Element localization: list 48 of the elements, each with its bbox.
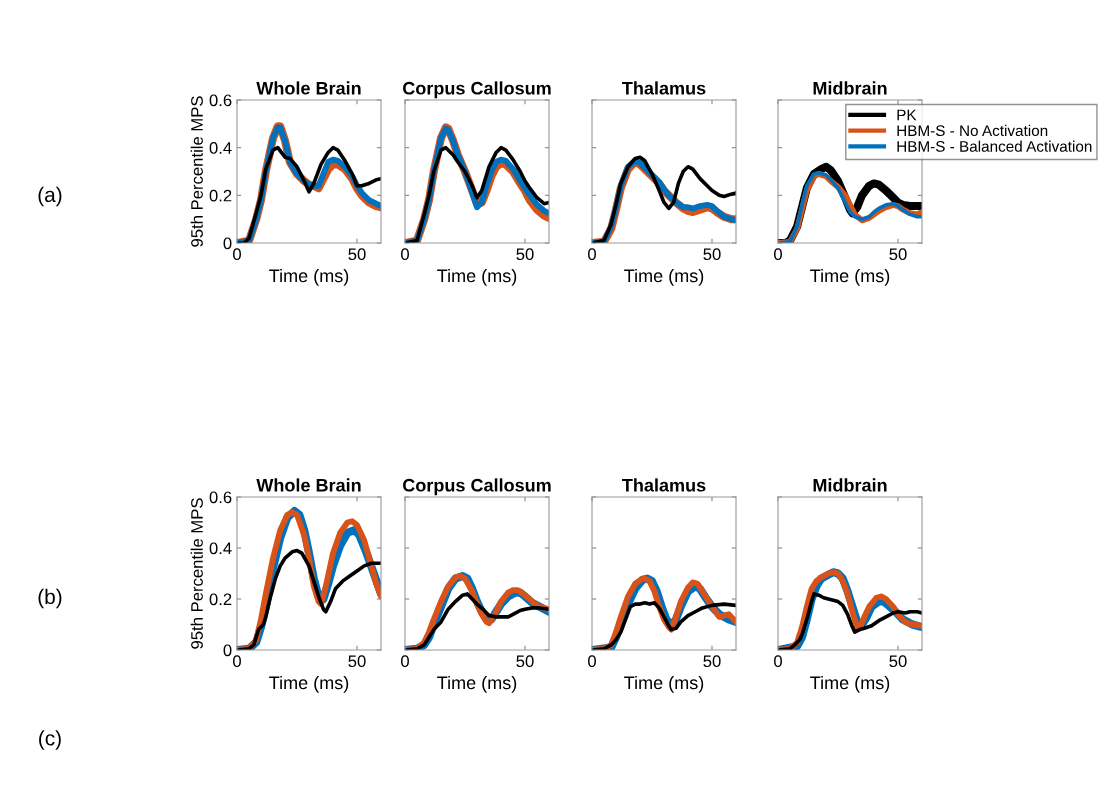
- x-axis-title: Time (ms): [810, 675, 890, 693]
- y-tick-label: 0: [223, 644, 232, 657]
- y-tick-label: 0.2: [209, 189, 232, 202]
- y-tick-label: 0.6: [209, 491, 232, 504]
- chart-title: Corpus Callosum: [403, 478, 551, 496]
- x-axis-title: Time (ms): [437, 268, 517, 286]
- x-axis-title: Time (ms): [624, 675, 704, 693]
- x-tick-label: 0: [588, 655, 596, 668]
- legend-label: HBM-S - Balanced Activation: [897, 140, 1092, 152]
- x-tick-label: 50: [348, 248, 366, 261]
- legend-label: HBM-S - No Activation: [897, 124, 1048, 137]
- y-tick-label: 0.4: [209, 142, 232, 154]
- y-axis-title: 95th Percentile MPS: [190, 96, 203, 247]
- x-tick-label: 50: [703, 655, 721, 668]
- x-tick-label: 50: [889, 655, 907, 668]
- x-tick-label: 50: [516, 248, 534, 261]
- x-axis-title: Time (ms): [269, 675, 349, 693]
- legend-label: PK: [897, 109, 917, 121]
- chart-title: Corpus Callosum: [403, 81, 551, 99]
- y-tick-label: 0: [223, 237, 232, 250]
- x-axis-title: Time (ms): [437, 675, 517, 693]
- text: (b): [38, 588, 62, 609]
- y-tick-label: 0.4: [209, 542, 232, 555]
- x-tick-label: 0: [233, 248, 241, 261]
- chart-title: Thalamus: [622, 478, 706, 492]
- y-axis-title: 95th Percentile MPS: [190, 498, 203, 649]
- x-tick-label: 50: [348, 655, 366, 668]
- x-tick-label: 0: [401, 248, 409, 261]
- text: (c): [39, 730, 61, 750]
- chart-title: Midbrain: [813, 81, 887, 95]
- text: (a): [38, 186, 62, 207]
- x-tick-label: 0: [588, 248, 596, 261]
- chart-title: Whole Brain: [256, 81, 361, 95]
- x-tick-label: 0: [401, 655, 409, 668]
- y-tick-label: 0.6: [209, 94, 232, 107]
- x-tick-label: 0: [233, 655, 241, 668]
- chart-title: Thalamus: [622, 81, 706, 95]
- chart-title: Whole Brain: [256, 478, 361, 492]
- x-tick-label: 50: [516, 655, 534, 668]
- x-axis-title: Time (ms): [810, 268, 890, 286]
- x-axis-title: Time (ms): [269, 268, 349, 286]
- x-tick-label: 50: [703, 248, 721, 261]
- y-tick-label: 0.2: [209, 593, 232, 606]
- chart-title: Midbrain: [813, 478, 887, 492]
- x-tick-label: 50: [889, 248, 907, 261]
- x-tick-label: 0: [774, 655, 782, 668]
- x-tick-label: 0: [774, 248, 782, 261]
- x-axis-title: Time (ms): [624, 268, 704, 286]
